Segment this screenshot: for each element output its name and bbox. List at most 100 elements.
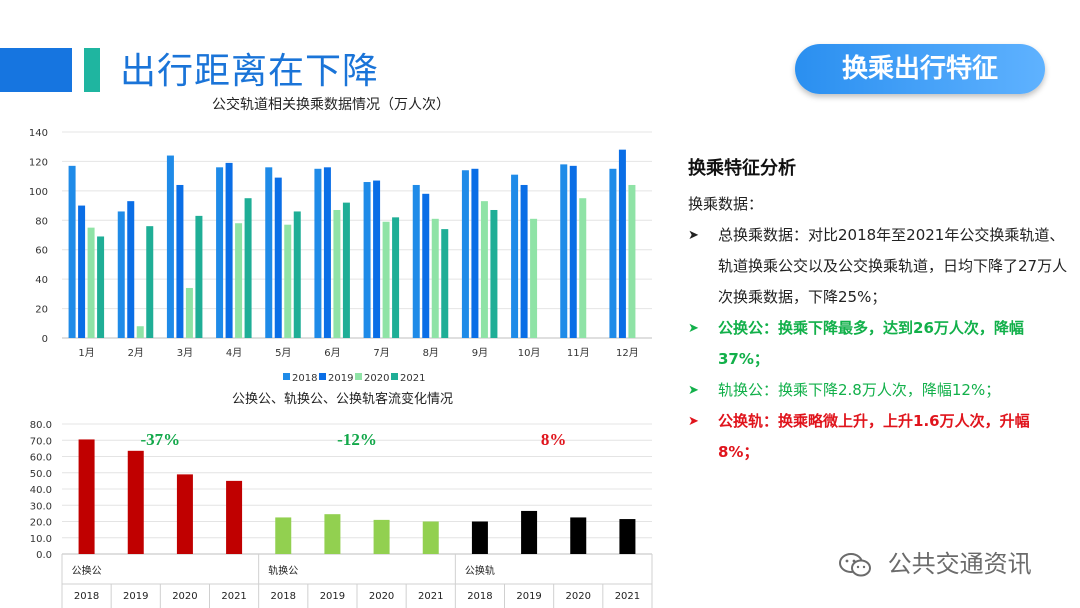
chart1-bar	[97, 236, 105, 338]
chart1-bar	[461, 170, 469, 338]
chart1-xtick-label: 12月	[616, 347, 639, 359]
chart1-bar	[412, 184, 420, 338]
chart1-bar	[117, 211, 125, 338]
chart2-bar	[422, 521, 439, 554]
chart1-bar	[480, 201, 488, 338]
chart2-ytick-label: 40.0	[30, 485, 52, 496]
chart1-legend-swatch	[283, 373, 290, 380]
chart1-ytick-label: 60	[35, 246, 48, 257]
chart1-bar	[293, 211, 301, 338]
watermark-text: 公共交通资讯	[887, 550, 1032, 578]
bullet-text: 公换公：换乘下降最多，达到26万人次，降幅37%；	[718, 319, 1024, 368]
chart1-xtick-label: 9月	[472, 347, 488, 359]
chart2-ytick-label: 20.0	[30, 518, 52, 529]
chart1-ytick-label: 120	[29, 157, 48, 168]
chart1-xtick-label: 5月	[275, 347, 291, 359]
chart1-bar	[609, 168, 617, 338]
chart2-year-label: 2019	[123, 591, 148, 602]
chart2-year-label: 2021	[418, 591, 443, 602]
chart1-bar	[274, 177, 282, 338]
chart2-bar	[521, 510, 538, 554]
chart1-legend-label: 2019	[328, 373, 353, 384]
arrow-bullet-icon: ➤	[688, 414, 699, 429]
chart2-year-label: 2020	[369, 591, 394, 602]
chart1-xtick-label: 1月	[78, 347, 94, 359]
chart1-bar	[530, 218, 538, 338]
chart2-ytick-label: 50.0	[30, 469, 52, 480]
analysis-heading: 换乘特征分析	[688, 158, 796, 179]
chart2-year-label: 2020	[566, 591, 591, 602]
chart2-year-label: 2021	[221, 591, 246, 602]
chart2-change-label: -12%	[337, 430, 377, 449]
chart1-bar	[471, 168, 479, 338]
arrow-bullet-icon: ➤	[688, 383, 699, 398]
analysis-bullet-total: ➤ 总换乘数据：对比2018年至2021年公交换乘轨道、轨道换乘公交以及公交换乘…	[688, 220, 1068, 313]
chart2-ytick-label: 80.0	[30, 420, 52, 431]
chart2-year-label: 2018	[467, 591, 492, 602]
chart2-bar	[176, 474, 193, 554]
chart2-ytick-label: 60.0	[30, 453, 52, 464]
chart2-year-label: 2021	[615, 591, 640, 602]
chart1-xtick-label: 3月	[177, 347, 193, 359]
chart2-change-label: -37%	[140, 430, 180, 449]
chart1-bar	[333, 209, 341, 338]
chart1-xtick-label: 8月	[423, 347, 439, 359]
chart1-legend-label: 2021	[400, 373, 425, 384]
chart1-bar	[284, 224, 292, 338]
analysis-subheading: 换乘数据：	[688, 195, 764, 213]
chart1-legend-swatch	[391, 373, 398, 380]
chart2-bar	[570, 517, 587, 554]
chart1-xtick-label: 10月	[518, 347, 541, 359]
chart1-bar	[560, 164, 568, 338]
chart1-bar	[392, 217, 400, 338]
chart2-bar	[324, 514, 341, 554]
analysis-bullet-bus-to-bus: ➤ 公换公：换乘下降最多，达到26万人次，降幅37%；	[688, 313, 1068, 375]
chart2-bar	[127, 450, 144, 554]
chart1-legend-swatch	[355, 373, 362, 380]
chart1-bar	[265, 167, 273, 338]
chart1-bar	[146, 226, 154, 338]
chart1-xtick-label: 11月	[567, 347, 590, 359]
chart2-bar	[226, 480, 243, 554]
chart1-bar	[373, 180, 381, 338]
chart2-bar	[619, 519, 636, 554]
watermark: 公共交通资讯	[838, 544, 1032, 579]
chart2-ytick-label: 0.0	[36, 550, 52, 561]
chart1-ytick-label: 100	[29, 187, 48, 198]
chart1-bar	[216, 167, 224, 338]
chart2-ytick-label: 10.0	[30, 534, 52, 545]
chart2-change-label: 8%	[541, 430, 567, 449]
chart2-year-label: 2019	[516, 591, 541, 602]
chart1-bar	[511, 174, 519, 338]
chart1-bar	[441, 229, 449, 338]
chart1-ytick-label: 80	[35, 216, 48, 227]
analysis-bullet-bus-to-rail: ➤ 公换轨：换乘略微上升，上升1.6万人次，升幅8%；	[688, 406, 1068, 468]
analysis-bullet-rail-to-bus: ➤ 轨换公：换乘下降2.8万人次，降幅12%；	[688, 375, 1068, 406]
chart1-bar	[176, 184, 184, 338]
chart2-year-label: 2018	[271, 591, 296, 602]
chart2-bar	[471, 521, 488, 554]
chart2-year-label: 2020	[172, 591, 197, 602]
chart1-bar	[68, 165, 76, 338]
chart1-ytick-label: 40	[35, 275, 48, 286]
chart1-legend-label: 2020	[364, 373, 389, 384]
chart1-bar	[342, 202, 350, 338]
arrow-bullet-icon: ➤	[688, 321, 699, 336]
chart2-group-label: 轨换公	[268, 564, 298, 577]
chart1-bar	[520, 184, 528, 338]
chart1-bar	[431, 218, 439, 338]
chart1-ytick-label: 140	[29, 128, 48, 139]
chart1-bar	[235, 223, 243, 338]
chart1-bar	[382, 221, 390, 338]
chart1-bar	[127, 201, 135, 338]
chart1-bar	[225, 162, 233, 338]
header-accent-bar	[0, 48, 72, 92]
chart1-bar	[87, 227, 95, 338]
chart2-year-label: 2019	[320, 591, 345, 602]
chart1-bar	[579, 198, 587, 338]
chart1-bar	[323, 167, 331, 338]
chart2-group-label: 公换轨	[465, 564, 495, 577]
chart2-title: 公换公、轨换公、公换轨客流变化情况	[232, 392, 454, 407]
section-badge: 换乘出行特征	[795, 44, 1045, 94]
